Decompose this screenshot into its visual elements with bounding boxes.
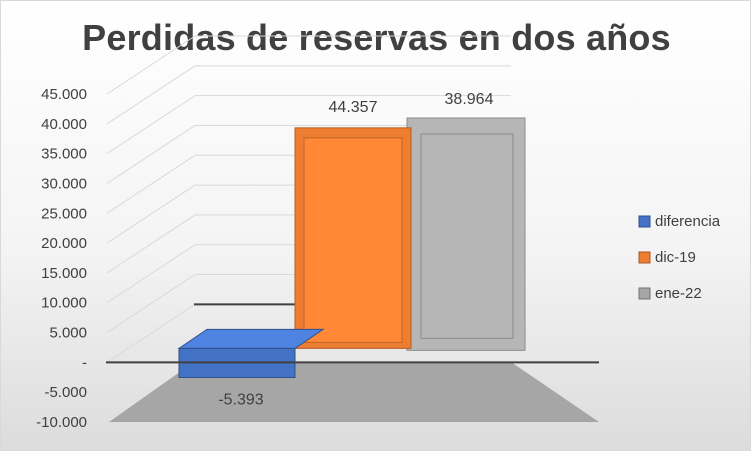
gridline-1 xyxy=(106,65,196,125)
gridline-2 xyxy=(106,95,196,155)
data-label: 44.357 xyxy=(329,99,378,116)
bar-inner xyxy=(303,137,403,343)
bar-inner xyxy=(420,133,514,339)
legend-label-diferencia: diferencia xyxy=(655,213,721,230)
legend-label-ene-22: ene-22 xyxy=(655,285,702,302)
legend-swatch-dic-19 xyxy=(638,251,651,264)
bar-dic-19 xyxy=(294,127,412,349)
legend-swatch-diferencia xyxy=(638,215,651,228)
y-tick-label: 10.000 xyxy=(41,295,87,312)
bar-face xyxy=(406,117,526,351)
y-tick-label: -10.000 xyxy=(36,414,87,431)
gridline-7 xyxy=(106,244,196,304)
y-tick-label: 5.000 xyxy=(49,325,87,342)
legend-swatch-ene-22 xyxy=(638,287,651,300)
gridline-6 xyxy=(106,214,196,274)
y-tick-label: 30.000 xyxy=(41,175,87,192)
y-tick-label: 45.000 xyxy=(41,86,87,103)
y-tick-label: -5.000 xyxy=(44,384,87,401)
y-tick-label: 15.000 xyxy=(41,265,87,282)
y-tick-label: - xyxy=(82,354,87,371)
legend-label-dic-19: dic-19 xyxy=(655,249,696,266)
gridline-8 xyxy=(106,274,196,333)
y-tick-label: 35.000 xyxy=(41,146,87,163)
data-label: -5.393 xyxy=(218,392,263,409)
gridline-9 xyxy=(106,303,196,363)
gridline-3 xyxy=(106,125,196,184)
bar-ene-22 xyxy=(406,117,526,351)
gridline-0 xyxy=(106,35,196,95)
y-tick-label: 25.000 xyxy=(41,205,87,222)
data-label: 38.964 xyxy=(445,91,494,108)
gridline-4 xyxy=(106,154,196,214)
chart-title: Perdidas de reservas en dos años xyxy=(82,17,671,58)
y-tick-label: 20.000 xyxy=(41,235,87,252)
gridline-5 xyxy=(106,184,196,244)
y-tick-label: 40.000 xyxy=(41,116,87,133)
